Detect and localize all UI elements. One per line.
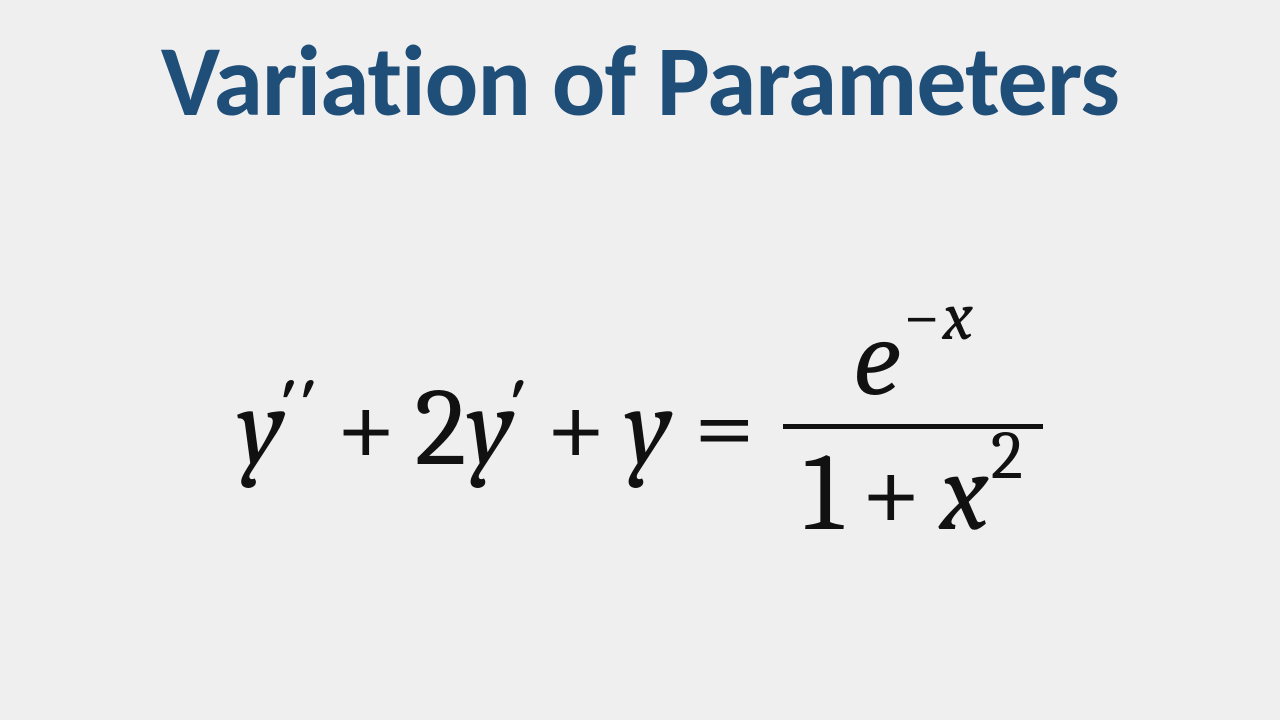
prime-single: ′ xyxy=(508,362,528,457)
plus-operator: + xyxy=(546,365,607,492)
term-y: y xyxy=(624,365,671,492)
term-y-double-prime: y′′ xyxy=(237,362,318,492)
base-e: e xyxy=(853,304,901,414)
var-y: y xyxy=(467,365,514,492)
page-title: Variation of Parameters xyxy=(0,20,1280,142)
exponent-2: 2 xyxy=(991,423,1023,491)
fraction-denominator: 1 + x2 xyxy=(783,435,1043,553)
neg-sign: − xyxy=(903,279,941,357)
equation: y′′ + 2y′ + y = e−x 1 + x2 xyxy=(0,300,1280,553)
equals-sign: = xyxy=(694,363,755,490)
fraction-numerator: e−x xyxy=(833,300,993,418)
const-1: 1 xyxy=(803,439,843,549)
term-2y-prime: 2y′ xyxy=(415,362,528,492)
fraction: e−x 1 + x2 xyxy=(783,300,1043,553)
var-y: y xyxy=(624,365,671,492)
var-x: x xyxy=(940,439,989,549)
var-y: y xyxy=(237,365,284,492)
equation-lhs: y′′ + 2y′ + y xyxy=(237,362,672,492)
coef-2: 2 xyxy=(415,365,467,492)
var-x: x xyxy=(943,279,973,357)
plus-operator: + xyxy=(336,365,397,492)
exponent-neg-x: −x xyxy=(903,284,973,352)
plus-operator: + xyxy=(861,439,922,549)
prime-double: ′′ xyxy=(279,362,318,457)
